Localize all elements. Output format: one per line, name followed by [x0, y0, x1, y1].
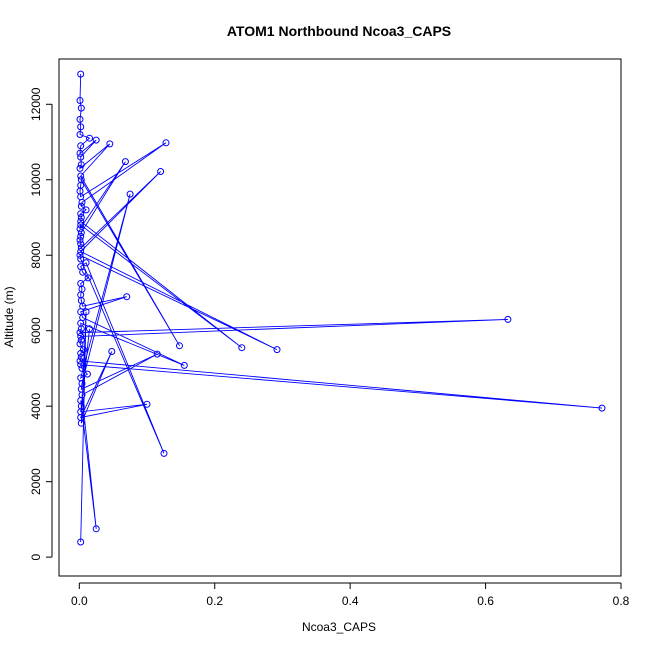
data-point [82, 308, 90, 316]
data-point [77, 123, 85, 131]
data-point [77, 240, 85, 248]
data-point [77, 336, 85, 344]
data-point [153, 350, 161, 358]
data-point [82, 206, 90, 214]
data-point [76, 251, 84, 259]
data-point [176, 342, 183, 350]
y-axis: 0 2000 4000 6000 8000 10000 12000 [29, 87, 53, 560]
plot-area [76, 70, 606, 546]
data-point [76, 329, 84, 337]
data-point [121, 158, 129, 166]
y-axis-label: Altitude (m) [2, 286, 16, 347]
data-point [77, 70, 85, 78]
data-point [180, 361, 188, 369]
x-tick-label: 0.2 [206, 594, 223, 608]
data-point [238, 344, 246, 352]
data-point [79, 268, 87, 276]
data-point [273, 346, 281, 354]
data-point [77, 325, 85, 333]
data-point [92, 136, 100, 144]
data-point [77, 142, 85, 150]
data-point [77, 172, 85, 180]
x-tick-label: 0.8 [613, 594, 630, 608]
data-point [92, 525, 100, 533]
data-point [77, 161, 85, 169]
y-tick-label: 4000 [29, 393, 43, 420]
data-point [77, 153, 85, 161]
data-point [77, 349, 85, 357]
y-tick-label: 8000 [29, 242, 43, 269]
data-point [76, 164, 84, 172]
data-point [106, 140, 114, 148]
data-point [126, 190, 134, 198]
data-point [160, 449, 168, 457]
data-point [77, 217, 85, 225]
y-tick-label: 0 [29, 553, 43, 560]
data-point [162, 139, 170, 147]
data-point [598, 404, 606, 412]
data-point [78, 364, 86, 372]
data-point [76, 340, 84, 348]
data-point [76, 149, 84, 157]
data-point [76, 357, 84, 365]
data-point [86, 134, 93, 142]
data-point [76, 115, 84, 123]
data-point [143, 400, 151, 408]
x-axis-label: Ncoa3_CAPS [302, 620, 376, 634]
data-point [77, 361, 85, 369]
data-point [77, 248, 85, 255]
data-point [77, 214, 85, 221]
data-point [82, 259, 90, 267]
data-point [76, 225, 84, 233]
chart-title: ATOM1 Northbound Ncoa3_CAPS [227, 23, 451, 39]
data-point [77, 221, 85, 229]
data-point [157, 168, 165, 175]
series-line [79, 74, 603, 543]
plot-frame [58, 58, 622, 577]
x-tick-label: 0.4 [342, 594, 359, 608]
y-tick-label: 12000 [29, 87, 43, 121]
data-point [77, 419, 85, 427]
data-point [83, 370, 91, 378]
data-point [77, 244, 85, 252]
data-point [123, 293, 131, 301]
data-point [76, 131, 84, 138]
data-point [78, 198, 86, 206]
data-point [77, 229, 85, 237]
data-point [77, 202, 85, 210]
data-point [76, 97, 84, 104]
y-tick-label: 10000 [29, 163, 43, 197]
data-point [77, 353, 85, 361]
x-tick-label: 0.0 [71, 594, 88, 608]
data-point [77, 255, 85, 263]
data-point [84, 274, 92, 282]
data-point [76, 236, 84, 244]
data-point [77, 104, 85, 112]
data-point [77, 538, 85, 546]
y-tick-label: 2000 [29, 468, 43, 495]
x-axis: 0.0 0.2 0.4 0.6 0.8 [71, 582, 630, 608]
x-tick-label: 0.6 [477, 594, 494, 608]
data-point [77, 332, 85, 340]
data-point [504, 315, 512, 323]
data-point [77, 210, 85, 218]
data-point [77, 232, 85, 240]
data-point [86, 325, 93, 333]
y-tick-label: 6000 [29, 317, 43, 344]
data-point [108, 348, 116, 355]
